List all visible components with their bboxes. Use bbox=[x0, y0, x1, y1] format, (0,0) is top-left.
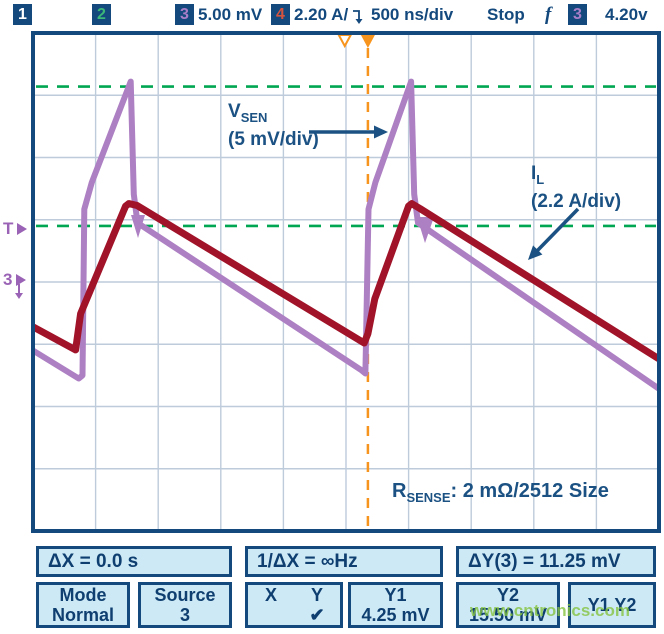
il-annotation-arrow bbox=[528, 207, 580, 260]
run-state[interactable]: Stop bbox=[487, 5, 525, 24]
channel-marker-label: 3 bbox=[3, 270, 13, 289]
channel-3-scale: 5.00 mV bbox=[198, 5, 263, 24]
waveform-display bbox=[31, 31, 661, 533]
status-bar: 1 2 3 5.00 mV 4 2.20 A/ 500 ns/div Stop … bbox=[0, 0, 664, 31]
mode-button[interactable]: Mode Normal bbox=[36, 582, 130, 628]
rsense-label: RSENSE: 2 mΩ/2512 Size bbox=[392, 480, 609, 505]
graticule bbox=[33, 33, 659, 531]
y1y2-cursor-button[interactable]: Y1 Y2 bbox=[568, 582, 656, 628]
check-icon: ✔ bbox=[309, 605, 325, 625]
inv-delta-x-readout: 1/ΔX = ∞Hz bbox=[245, 546, 443, 577]
channel-3-badge[interactable]: 3 bbox=[175, 4, 194, 25]
timebase: 500 ns/div bbox=[371, 5, 454, 24]
channel-4-badge[interactable]: 4 bbox=[271, 4, 290, 25]
y1-cursor-button[interactable]: Y1 4.25 mV bbox=[348, 582, 443, 628]
delta-y-readout: ΔY(3) = 11.25 mV bbox=[456, 546, 656, 577]
plot-border bbox=[31, 31, 661, 533]
delta-x-readout: ΔX = 0.0 s bbox=[36, 546, 232, 577]
trigger-source-badge[interactable]: 3 bbox=[568, 4, 587, 25]
right-triangle-icon bbox=[16, 274, 27, 286]
channel-4-scale: 2.20 A/ bbox=[294, 5, 349, 24]
il-label: IL (2.2 A/div) bbox=[531, 163, 622, 212]
trigger-marker-label: T bbox=[3, 219, 14, 238]
vsen-trace bbox=[31, 78, 661, 392]
trigger-level-marker[interactable]: T bbox=[3, 219, 28, 239]
trigger-type-symbol: f bbox=[545, 4, 552, 25]
watermark: www.cntronics.com bbox=[470, 601, 630, 620]
falling-edge-trigger-icon bbox=[353, 10, 363, 24]
channel-1-badge[interactable]: 1 bbox=[13, 4, 32, 25]
channel-3-reference-marker[interactable]: 3 bbox=[3, 270, 27, 290]
marker-down-arrow-icon bbox=[15, 284, 23, 299]
y2-cursor-button[interactable]: Y2 15.50 mV bbox=[456, 582, 560, 628]
right-triangle-icon bbox=[17, 223, 28, 235]
vsen-label: VSEN (5 mV/div) bbox=[228, 101, 319, 150]
channel-2-badge[interactable]: 2 bbox=[92, 4, 111, 25]
source-button[interactable]: Source 3 bbox=[138, 582, 232, 628]
trigger-level-readout: 4.20v bbox=[605, 5, 648, 24]
il-trace bbox=[31, 200, 661, 363]
vsen-annotation-arrow bbox=[309, 125, 388, 139]
